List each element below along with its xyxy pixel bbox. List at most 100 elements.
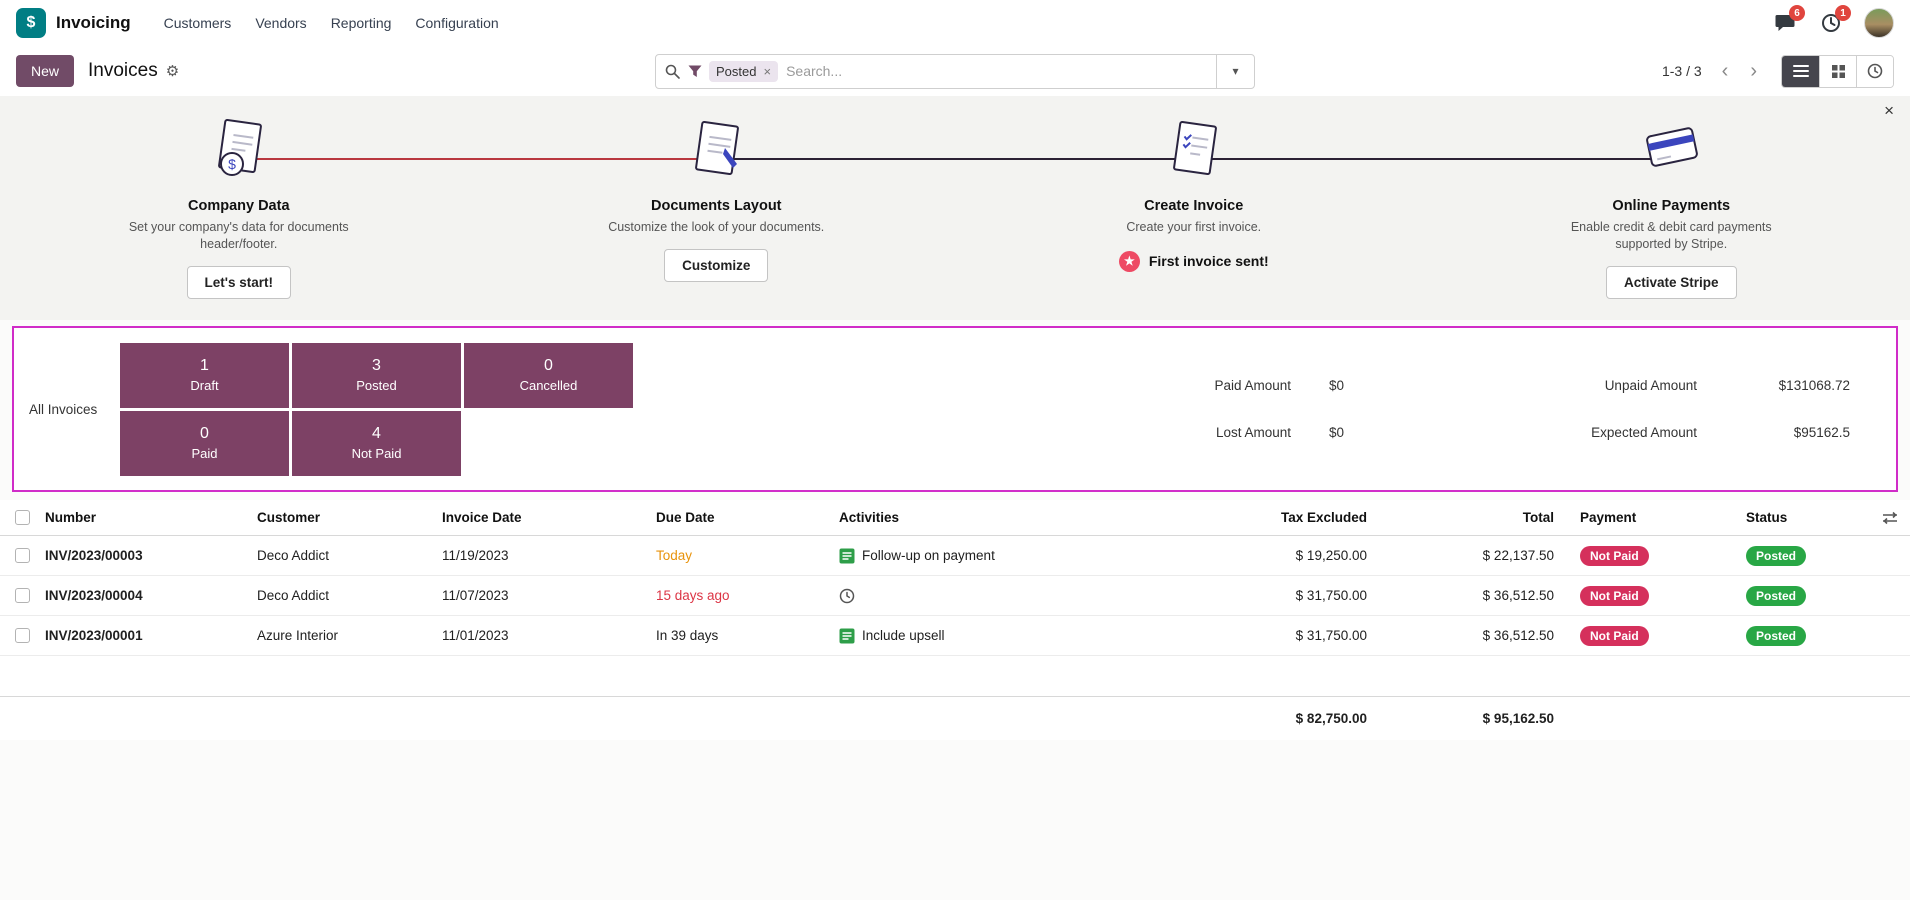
kanban-view-icon xyxy=(1831,64,1846,79)
customize-button[interactable]: Customize xyxy=(664,249,768,282)
pager-next-button[interactable]: › xyxy=(1744,60,1763,83)
due-date: Today xyxy=(656,548,839,563)
stat-label: Not Paid xyxy=(352,446,402,461)
app-title[interactable]: Invoicing xyxy=(56,13,131,33)
step-done-label: First invoice sent! xyxy=(1149,253,1269,269)
table-row[interactable]: INV/2023/00003 Deco Addict 11/19/2023 To… xyxy=(0,536,1910,576)
invoice-number: INV/2023/00001 xyxy=(45,628,257,643)
col-invoice-date[interactable]: Invoice Date xyxy=(442,510,656,525)
status-badge: Posted xyxy=(1746,586,1806,606)
search-bar[interactable]: Posted × Search... ▾ xyxy=(655,54,1255,89)
stat-value: 4 xyxy=(372,425,381,443)
kanban-view-button[interactable] xyxy=(1819,56,1856,87)
menu-reporting[interactable]: Reporting xyxy=(320,7,403,39)
invoice-date: 11/01/2023 xyxy=(442,628,656,643)
stat-posted-button[interactable]: 3 Posted xyxy=(292,343,461,408)
col-due-date[interactable]: Due Date xyxy=(656,510,839,525)
activity-cell[interactable]: Include upsell xyxy=(839,628,1139,644)
activity-list-icon xyxy=(839,548,855,564)
activity-view-button[interactable] xyxy=(1856,56,1893,87)
col-payment[interactable]: Payment xyxy=(1560,510,1746,525)
paid-amount-label: Paid Amount xyxy=(1141,378,1291,393)
lost-amount-value: $0 xyxy=(1329,425,1449,440)
menu-customers[interactable]: Customers xyxy=(153,7,243,39)
col-tax-excluded[interactable]: Tax Excluded xyxy=(1139,510,1373,525)
optional-columns-icon[interactable] xyxy=(1870,511,1910,525)
menu-vendors[interactable]: Vendors xyxy=(244,7,317,39)
stat-value: 0 xyxy=(200,425,209,443)
activity-list-icon xyxy=(839,628,855,644)
status-badge: Posted xyxy=(1746,626,1806,646)
activities-icon[interactable]: 1 xyxy=(1818,10,1844,36)
facet-remove-icon[interactable]: × xyxy=(763,64,771,79)
online-payments-icon xyxy=(1433,118,1910,196)
search-icon xyxy=(665,64,680,79)
stat-label: Draft xyxy=(190,378,218,393)
table-header: Number Customer Invoice Date Due Date Ac… xyxy=(0,500,1910,536)
activity-summary: Include upsell xyxy=(862,628,945,643)
invoice-number: INV/2023/00003 xyxy=(45,548,257,563)
lost-amount-label: Lost Amount xyxy=(1141,425,1291,440)
table-row[interactable]: INV/2023/00004 Deco Addict 11/07/2023 15… xyxy=(0,576,1910,616)
stat-draft-button[interactable]: 1 Draft xyxy=(120,343,289,408)
gear-icon[interactable]: ⚙ xyxy=(166,62,179,80)
row-checkbox[interactable] xyxy=(15,628,30,643)
stat-paid-button[interactable]: 0 Paid xyxy=(120,411,289,476)
new-button[interactable]: New xyxy=(16,55,74,87)
activate-stripe-button[interactable]: Activate Stripe xyxy=(1606,266,1737,299)
list-view-button[interactable] xyxy=(1782,56,1819,87)
step-description: Enable credit & debit card payments supp… xyxy=(1551,219,1791,253)
payment-badge: Not Paid xyxy=(1580,546,1649,566)
row-checkbox[interactable] xyxy=(15,588,30,603)
menu-configuration[interactable]: Configuration xyxy=(404,7,509,39)
select-all-checkbox[interactable] xyxy=(15,510,30,525)
activity-view-icon xyxy=(1867,63,1883,79)
activity-cell[interactable]: Follow-up on payment xyxy=(839,548,1139,564)
onboarding-step-online-payments: Online Payments Enable credit & debit ca… xyxy=(1433,118,1910,299)
onboarding-step-create-invoice: Create Invoice Create your first invoice… xyxy=(955,118,1433,299)
customer-name: Deco Addict xyxy=(257,548,442,563)
search-input[interactable]: Search... xyxy=(786,63,1216,79)
lets-start-button[interactable]: Let's start! xyxy=(187,266,291,299)
onboarding-step-company-data: $ Company Data Set your company's data f… xyxy=(0,118,478,299)
activity-cell[interactable] xyxy=(839,588,1139,604)
documents-layout-icon xyxy=(478,118,956,196)
stat-label: Posted xyxy=(356,378,396,393)
breadcrumb[interactable]: Invoices xyxy=(88,60,158,82)
expected-amount-label: Expected Amount xyxy=(1487,425,1697,440)
step-title: Create Invoice xyxy=(955,198,1433,214)
col-customer[interactable]: Customer xyxy=(257,510,442,525)
invoicing-app-icon[interactable]: $ xyxy=(16,8,46,38)
filter-funnel-icon xyxy=(688,65,702,78)
search-facet-posted[interactable]: Posted × xyxy=(709,61,778,82)
page-background xyxy=(0,740,1910,900)
tax-excluded: $ 19,250.00 xyxy=(1139,548,1373,563)
user-avatar[interactable] xyxy=(1864,8,1894,38)
search-dropdown-toggle[interactable]: ▾ xyxy=(1216,55,1254,88)
stat-label: Paid xyxy=(191,446,217,461)
row-checkbox[interactable] xyxy=(15,548,30,563)
col-total[interactable]: Total xyxy=(1373,510,1560,525)
table-row[interactable]: INV/2023/00001 Azure Interior 11/01/2023… xyxy=(0,616,1910,656)
messages-icon[interactable]: 6 xyxy=(1772,10,1798,36)
onboarding-banner: × $ Company Data Set your company's data… xyxy=(0,96,1910,320)
stat-notpaid-button[interactable]: 4 Not Paid xyxy=(292,411,461,476)
status-badge: Posted xyxy=(1746,546,1806,566)
step-description: Create your first invoice. xyxy=(1074,219,1314,236)
col-activities[interactable]: Activities xyxy=(839,510,1139,525)
paid-amount-value: $0 xyxy=(1329,378,1449,393)
first-invoice-sent-status: ★ First invoice sent! xyxy=(1119,251,1269,272)
stat-cancelled-button[interactable]: 0 Cancelled xyxy=(464,343,633,408)
col-status[interactable]: Status xyxy=(1746,510,1870,525)
table-footer: $ 82,750.00 $ 95,162.50 xyxy=(0,696,1910,740)
banner-close-icon[interactable]: × xyxy=(1884,102,1894,119)
pager-prev-button[interactable]: ‹ xyxy=(1716,60,1735,83)
control-panel: New Invoices ⚙ Posted × Search... ▾ 1-3 … xyxy=(0,46,1910,96)
footer-tax-excluded-sum: $ 82,750.00 xyxy=(1139,711,1373,726)
list-view-icon xyxy=(1793,64,1809,78)
top-navbar: $ Invoicing Customers Vendors Reporting … xyxy=(0,0,1910,46)
messages-badge: 6 xyxy=(1789,5,1805,21)
col-number[interactable]: Number xyxy=(45,510,257,525)
invoice-date: 11/07/2023 xyxy=(442,588,656,603)
due-date: In 39 days xyxy=(656,628,839,643)
